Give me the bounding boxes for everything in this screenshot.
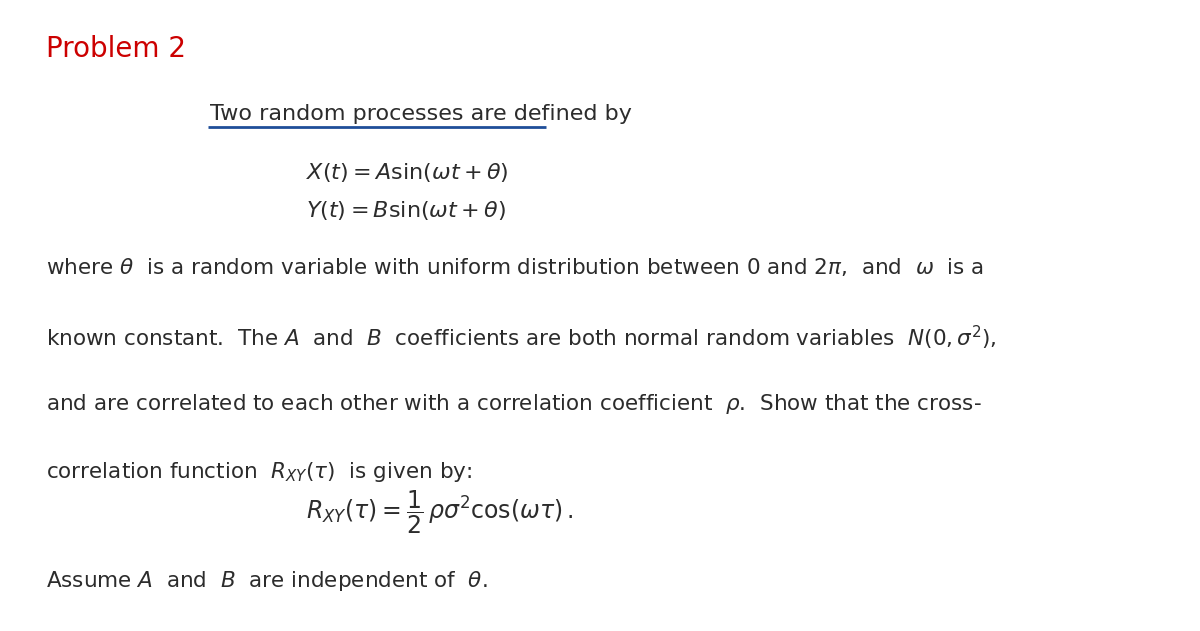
Text: Problem 2: Problem 2	[46, 35, 186, 62]
Text: known constant.  The $A$  and  $B$  coefficients are both normal random variable: known constant. The $A$ and $B$ coeffici…	[46, 324, 996, 352]
Text: where $\theta$  is a random variable with uniform distribution between 0 and $2\: where $\theta$ is a random variable with…	[46, 256, 984, 278]
Text: $R_{XY}(\tau) = \dfrac{1}{2}\,\rho\sigma^2 \cos(\omega\tau)\,.$: $R_{XY}(\tau) = \dfrac{1}{2}\,\rho\sigma…	[306, 489, 574, 536]
Text: Two random processes are defined by: Two random processes are defined by	[210, 104, 632, 124]
Text: Assume $A$  and  $B$  are independent of  $\theta$.: Assume $A$ and $B$ are independent of $\…	[46, 569, 487, 593]
Text: $Y(t) = B\sin(\omega t + \theta)$: $Y(t) = B\sin(\omega t + \theta)$	[306, 199, 506, 221]
Text: $X(t) = A\sin(\omega t + \theta)$: $X(t) = A\sin(\omega t + \theta)$	[306, 161, 509, 184]
Text: and are correlated to each other with a correlation coefficient  $\rho$.  Show t: and are correlated to each other with a …	[46, 392, 982, 416]
Text: correlation function  $R_{XY}(\tau)$  is given by:: correlation function $R_{XY}(\tau)$ is g…	[46, 460, 472, 484]
